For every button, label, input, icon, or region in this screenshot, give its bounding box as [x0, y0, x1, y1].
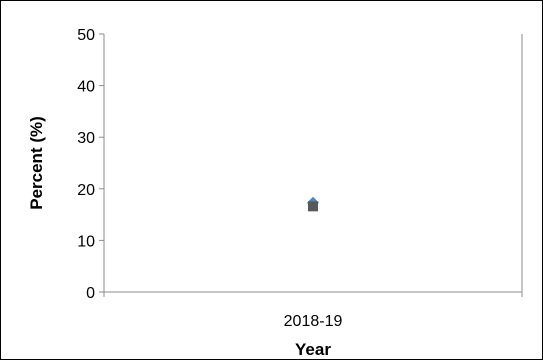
y-tick-label: 30 [77, 130, 95, 147]
x-tick-label: 2018-19 [284, 313, 343, 330]
y-tick-label: 20 [77, 182, 95, 199]
y-tick-label: 10 [77, 233, 95, 250]
axes [103, 34, 523, 297]
y-axis-title: Percent (%) [27, 116, 46, 210]
y-tick-label: 40 [77, 79, 95, 96]
x-axis-title: Year [295, 340, 331, 359]
y-tick-label: 0 [86, 285, 95, 302]
y-ticks: 0 10 20 30 40 50 [77, 27, 104, 302]
x-ticks: 2018-19 [284, 313, 343, 330]
data-points [307, 196, 319, 212]
data-point-series-2 [308, 201, 318, 212]
y-tick-label: 50 [77, 27, 95, 44]
